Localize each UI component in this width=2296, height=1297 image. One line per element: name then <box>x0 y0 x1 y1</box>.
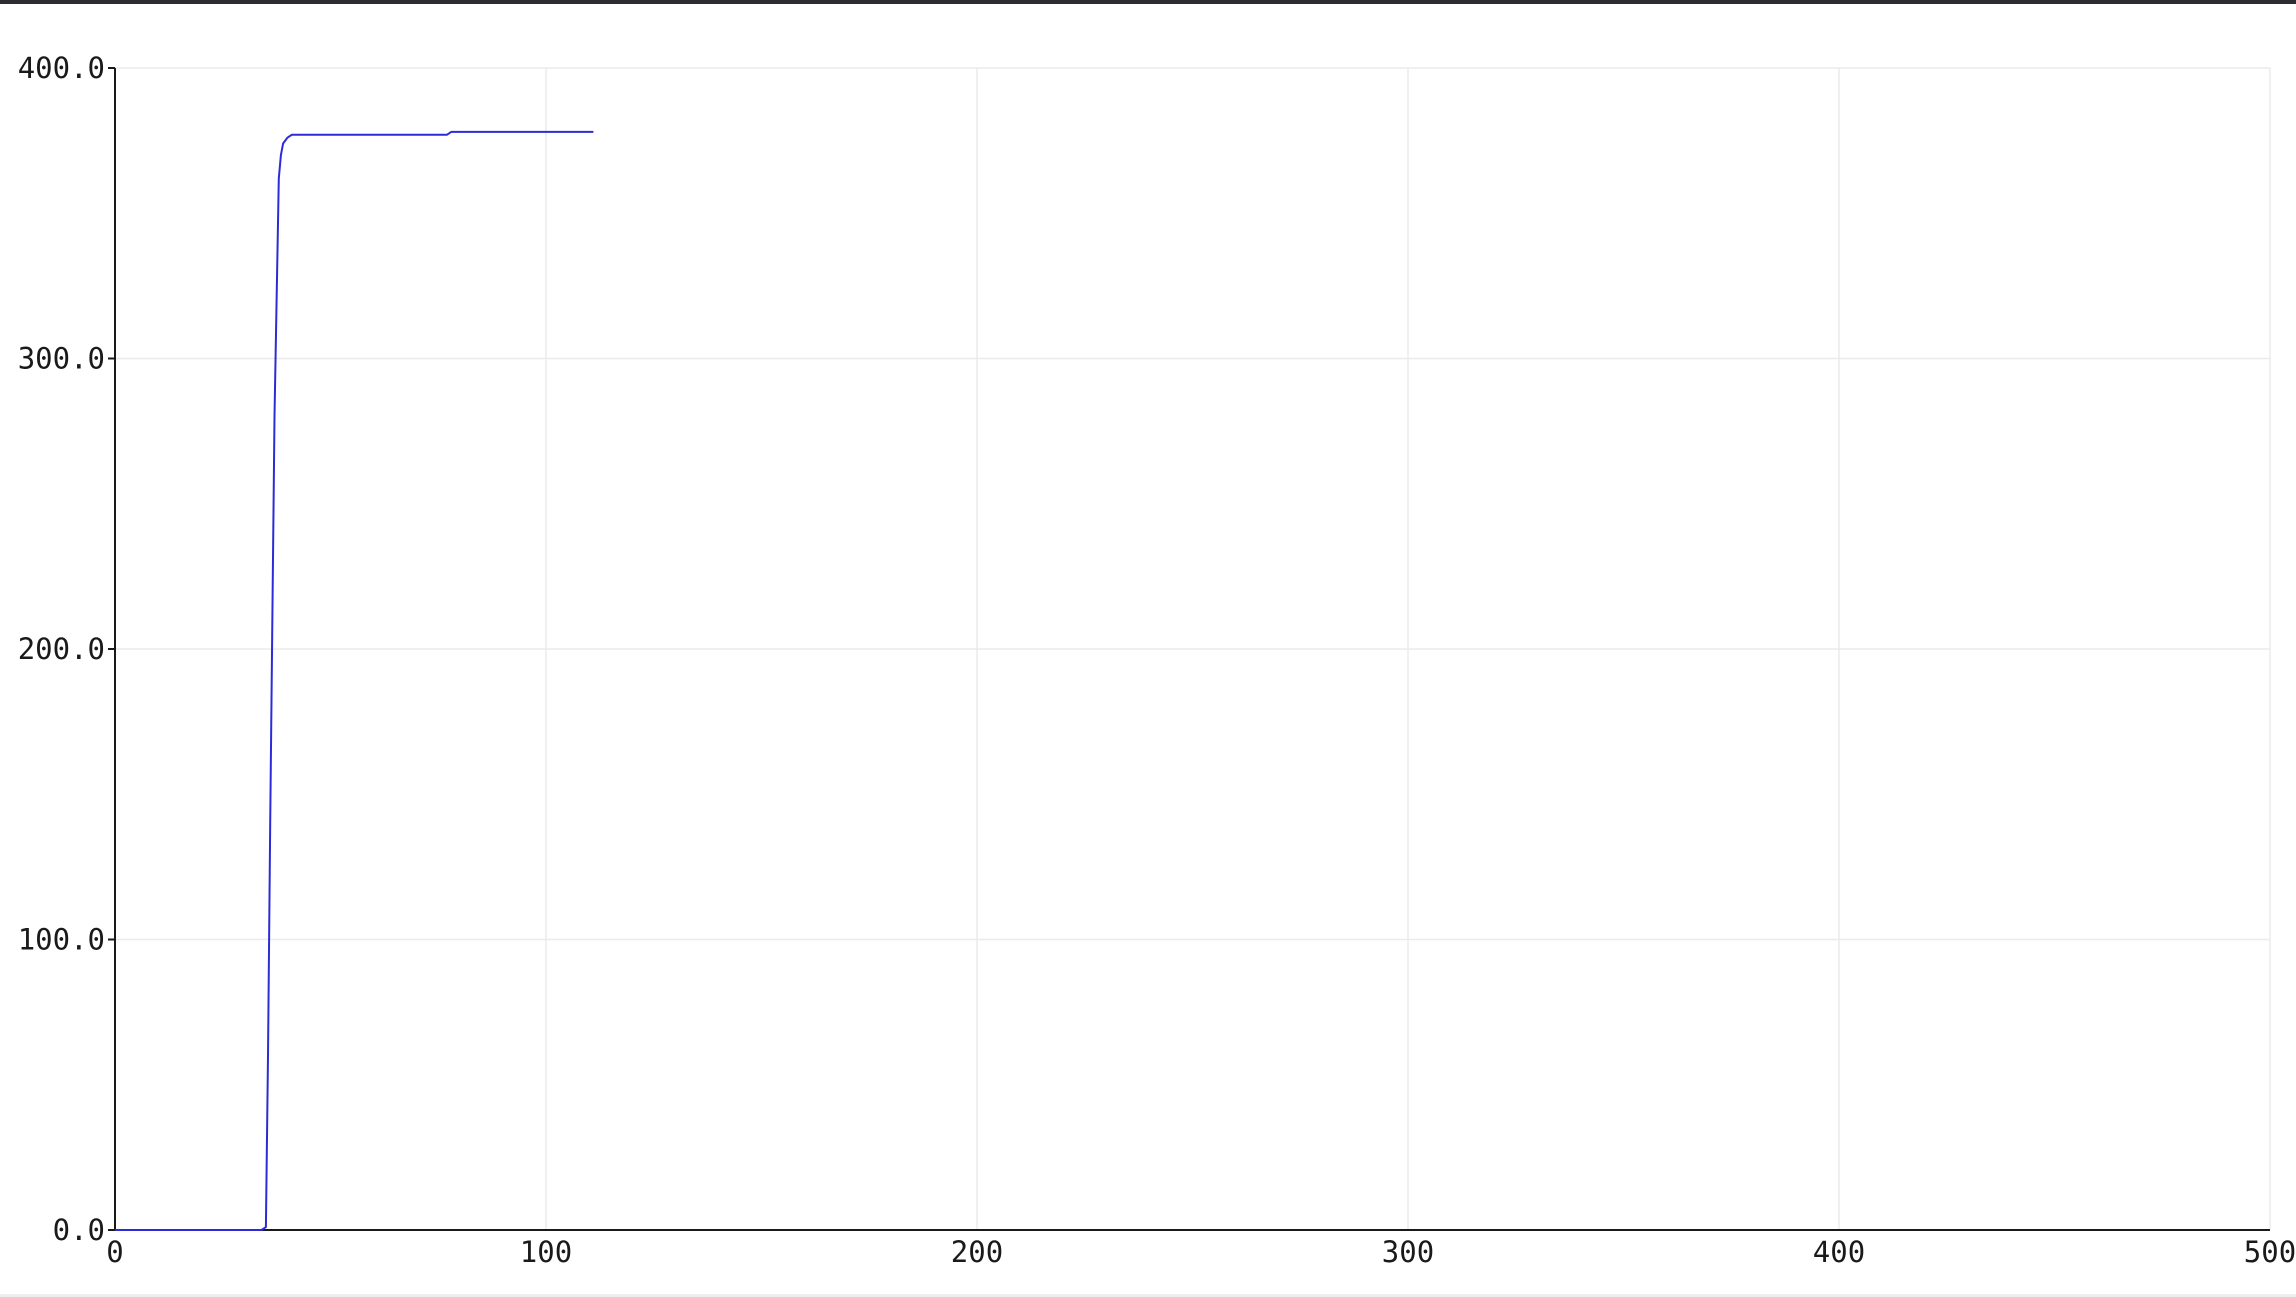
x-tick-label: 400 <box>1813 1235 1865 1269</box>
x-tick-label: 300 <box>1382 1235 1434 1269</box>
y-tick-label: 400.0 <box>18 51 105 85</box>
y-tick-label: 0.0 <box>53 1213 105 1247</box>
y-tick-label: 200.0 <box>18 632 105 666</box>
y-tick-label: 100.0 <box>18 923 105 957</box>
bottom-border <box>0 1294 2296 1297</box>
x-tick-label: 500 <box>2244 1235 2296 1269</box>
x-tick-label: 100 <box>520 1235 572 1269</box>
grid-layer <box>115 67 2271 1230</box>
series-layer <box>115 130 594 1231</box>
x-tick-label: 0 <box>106 1235 123 1269</box>
y-tick-label: 300.0 <box>18 342 105 376</box>
ticks: 0 100 200 300 400 500 0.0 100.0 200.0 300.0 400.0 <box>18 51 2296 1269</box>
series-line <box>115 130 594 1231</box>
window-top-border <box>0 0 2296 4</box>
x-tick-label: 200 <box>951 1235 1003 1269</box>
